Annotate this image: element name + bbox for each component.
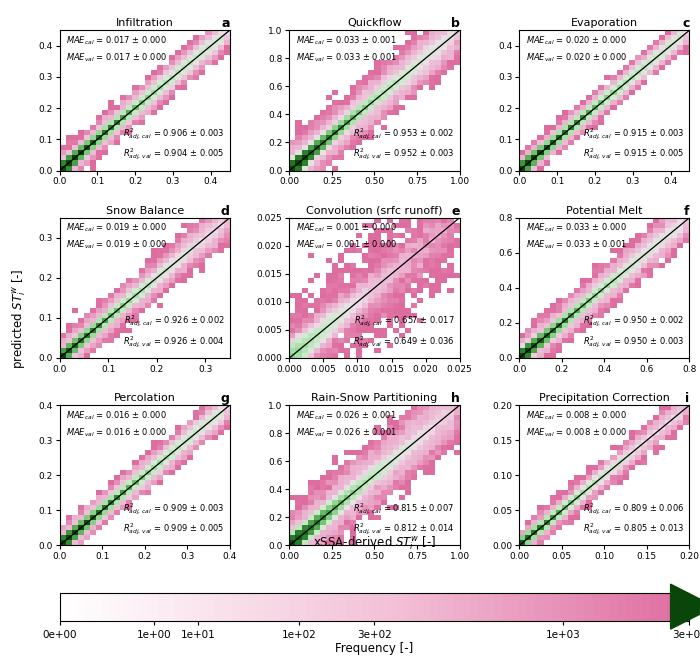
Text: $\mathit{MAE_{cal}}$ = 0.019 ± 0.000
$\mathit{MAE_{val}}$ = 0.019 ± 0.000: $\mathit{MAE_{cal}}$ = 0.019 ± 0.000 $\m… bbox=[66, 222, 167, 252]
Text: $\mathit{R^2_{adj,\,cal}}$ = 0.809 ± 0.006
$\mathit{R^2_{adj,\,val}}$ = 0.805 ± : $\mathit{R^2_{adj,\,cal}}$ = 0.809 ± 0.0… bbox=[583, 501, 685, 537]
Text: $\mathit{MAE_{cal}}$ = 0.017 ± 0.000
$\mathit{MAE_{val}}$ = 0.017 ± 0.000: $\mathit{MAE_{cal}}$ = 0.017 ± 0.000 $\m… bbox=[66, 34, 167, 64]
Title: Evaporation: Evaporation bbox=[570, 18, 638, 28]
Text: b: b bbox=[451, 17, 460, 30]
Text: $\mathit{R^2_{adj,\,cal}}$ = 0.953 ± 0.002
$\mathit{R^2_{adj,\,val}}$ = 0.952 ± : $\mathit{R^2_{adj,\,cal}}$ = 0.953 ± 0.0… bbox=[353, 126, 454, 162]
Text: c: c bbox=[682, 17, 690, 30]
Text: $\mathit{MAE_{cal}}$ = 0.033 ± 0.000
$\mathit{MAE_{val}}$ = 0.033 ± 0.001: $\mathit{MAE_{cal}}$ = 0.033 ± 0.000 $\m… bbox=[526, 222, 627, 252]
Text: $\mathit{R^2_{adj,\,cal}}$ = 0.926 ± 0.002
$\mathit{R^2_{adj,\,val}}$ = 0.926 ± : $\mathit{R^2_{adj,\,cal}}$ = 0.926 ± 0.0… bbox=[123, 313, 225, 350]
Text: $\mathit{MAE_{cal}}$ = 0.001 ± 0.000
$\mathit{MAE_{val}}$ = 0.001 ± 0.000: $\mathit{MAE_{cal}}$ = 0.001 ± 0.000 $\m… bbox=[296, 222, 398, 252]
Text: $\mathit{MAE_{cal}}$ = 0.033 ± 0.001
$\mathit{MAE_{val}}$ = 0.033 ± 0.001: $\mathit{MAE_{cal}}$ = 0.033 ± 0.001 $\m… bbox=[296, 34, 397, 64]
Text: $\mathit{R^2_{adj,\,cal}}$ = 0.815 ± 0.007
$\mathit{R^2_{adj,\,val}}$ = 0.812 ± : $\mathit{R^2_{adj,\,cal}}$ = 0.815 ± 0.0… bbox=[353, 501, 454, 537]
Text: $\mathit{MAE_{cal}}$ = 0.020 ± 0.000
$\mathit{MAE_{val}}$ = 0.020 ± 0.000: $\mathit{MAE_{cal}}$ = 0.020 ± 0.000 $\m… bbox=[526, 34, 627, 64]
Text: $\mathit{R^2_{adj,\,cal}}$ = 0.950 ± 0.002
$\mathit{R^2_{adj,\,val}}$ = 0.950 ± : $\mathit{R^2_{adj,\,cal}}$ = 0.950 ± 0.0… bbox=[583, 313, 685, 350]
Title: Percolation: Percolation bbox=[113, 393, 176, 403]
Polygon shape bbox=[671, 584, 700, 629]
Text: $\mathit{R^2_{adj,\,cal}}$ = 0.657 ± 0.017
$\mathit{R^2_{adj,\,val}}$ = 0.649 ± : $\mathit{R^2_{adj,\,cal}}$ = 0.657 ± 0.0… bbox=[353, 313, 454, 350]
X-axis label: Frequency [-]: Frequency [-] bbox=[335, 642, 414, 656]
Text: h: h bbox=[451, 392, 460, 405]
Text: f: f bbox=[684, 205, 690, 217]
Text: d: d bbox=[221, 205, 230, 217]
Title: Rain-Snow Partitioning: Rain-Snow Partitioning bbox=[312, 393, 438, 403]
Text: g: g bbox=[221, 392, 230, 405]
Text: xSSA-derived $ST_i^w$ [-]: xSSA-derived $ST_i^w$ [-] bbox=[313, 535, 436, 552]
Text: $\mathit{R^2_{adj,\,cal}}$ = 0.906 ± 0.003
$\mathit{R^2_{adj,\,val}}$ = 0.904 ± : $\mathit{R^2_{adj,\,cal}}$ = 0.906 ± 0.0… bbox=[123, 126, 225, 162]
Title: Infiltration: Infiltration bbox=[116, 18, 174, 28]
Title: Potential Melt: Potential Melt bbox=[566, 205, 643, 215]
Title: Precipitation Correction: Precipitation Correction bbox=[539, 393, 670, 403]
Text: $\mathit{R^2_{adj,\,cal}}$ = 0.915 ± 0.003
$\mathit{R^2_{adj,\,val}}$ = 0.915 ± : $\mathit{R^2_{adj,\,cal}}$ = 0.915 ± 0.0… bbox=[583, 126, 685, 162]
Title: Convolution (srfc runoff): Convolution (srfc runoff) bbox=[306, 205, 442, 215]
Text: a: a bbox=[221, 17, 230, 30]
Text: $\mathit{MAE_{cal}}$ = 0.026 ± 0.001
$\mathit{MAE_{val}}$ = 0.026 ± 0.001: $\mathit{MAE_{cal}}$ = 0.026 ± 0.001 $\m… bbox=[296, 409, 397, 439]
Text: $\mathit{MAE_{cal}}$ = 0.008 ± 0.000
$\mathit{MAE_{val}}$ = 0.008 ± 0.000: $\mathit{MAE_{cal}}$ = 0.008 ± 0.000 $\m… bbox=[526, 409, 627, 439]
Title: Snow Balance: Snow Balance bbox=[106, 205, 184, 215]
Text: predicted $ST_i^w$ [-]: predicted $ST_i^w$ [-] bbox=[10, 268, 29, 369]
Text: i: i bbox=[685, 392, 690, 405]
Text: $\mathit{R^2_{adj,\,cal}}$ = 0.909 ± 0.003
$\mathit{R^2_{adj,\,val}}$ = 0.909 ± : $\mathit{R^2_{adj,\,cal}}$ = 0.909 ± 0.0… bbox=[123, 501, 225, 537]
Title: Quickflow: Quickflow bbox=[347, 18, 402, 28]
Text: $\mathit{MAE_{cal}}$ = 0.016 ± 0.000
$\mathit{MAE_{val}}$ = 0.016 ± 0.000: $\mathit{MAE_{cal}}$ = 0.016 ± 0.000 $\m… bbox=[66, 409, 167, 439]
Text: e: e bbox=[451, 205, 460, 217]
